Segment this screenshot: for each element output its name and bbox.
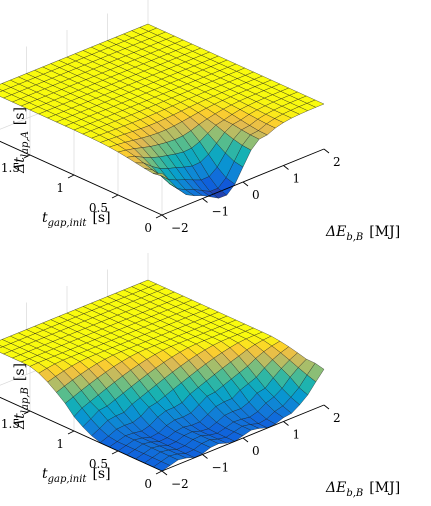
y-tick-mark xyxy=(155,214,163,219)
y-tick-mark xyxy=(111,194,119,199)
x-tick-label: 1 xyxy=(293,172,301,186)
x-tick-label: 0 xyxy=(252,444,260,458)
plot-a-x-label-unit: [MJ] xyxy=(369,224,400,240)
plot-a-z-label-sub: lap,A xyxy=(20,131,31,157)
plot-b-surface xyxy=(0,279,325,472)
plot-a-z-label-unit: [s] xyxy=(12,107,28,125)
y-tick-label: 1 xyxy=(56,181,64,195)
y-tick-mark xyxy=(111,450,119,455)
x-tick-mark xyxy=(323,148,330,154)
y-tick-mark xyxy=(67,430,75,435)
plot-b-z-label-main: Δt xyxy=(12,413,28,430)
y-tick-label: 0 xyxy=(144,477,152,491)
x-tick-label: −2 xyxy=(171,221,189,235)
x-tick-mark xyxy=(323,404,330,410)
plot-b-x-label-unit: [MJ] xyxy=(369,480,400,496)
y-tick-mark xyxy=(23,410,31,415)
plot-b-y-label-main: t xyxy=(42,466,48,482)
plot-b-y-label-unit: [s] xyxy=(92,466,110,482)
y-tick-label: 1.5 xyxy=(1,417,20,431)
surface-facet xyxy=(306,99,325,108)
x-tick-label: 2 xyxy=(333,411,341,425)
svg-text:Δtlap,B[s]: Δtlap,B [s] xyxy=(12,363,31,430)
plot-a-y-axis-label: tgap,init [s] xyxy=(42,210,111,229)
y-tick-label: 0.5 xyxy=(89,201,108,215)
y-tick-label: 0 xyxy=(144,221,152,235)
surface-facet xyxy=(306,363,325,382)
x-tick-mark xyxy=(161,470,168,476)
plot-a-y-label-sub: gap,init xyxy=(48,218,88,229)
x-tick-label: −1 xyxy=(212,461,230,475)
plot-a-y-label-unit: [s] xyxy=(92,210,110,226)
plot-a-x-label-main: ΔE xyxy=(325,224,346,240)
plot-a-z-label-main: Δt xyxy=(12,157,28,174)
x-tick-label: 2 xyxy=(333,155,341,169)
x-tick-mark xyxy=(161,214,168,220)
x-tick-label: 0 xyxy=(252,188,260,202)
plot-b-y-label-sub: gap,init xyxy=(48,474,88,485)
x-tick-mark xyxy=(202,454,208,459)
plot-b-x-label-main: ΔE xyxy=(325,480,346,496)
plot-b-z-label-sub: lap,B xyxy=(20,387,31,413)
plot-a-x-axis-label: ΔEb,B [MJ] xyxy=(325,224,400,243)
y-tick-label: 0.5 xyxy=(89,457,108,471)
y-tick-mark xyxy=(23,154,31,159)
x-tick-label: −2 xyxy=(171,477,189,491)
plot-a-x-label-sub: b,B xyxy=(346,232,363,243)
x-tick-mark xyxy=(202,198,208,203)
plot-a-surface xyxy=(0,23,325,199)
x-tick-mark xyxy=(242,437,249,443)
plot-b-x-axis-label: ΔEb,B [MJ] xyxy=(325,480,400,499)
x-tick-mark xyxy=(283,421,289,426)
plot-b-z-label-unit: [s] xyxy=(12,363,28,381)
plot-a-z-axis-label: Δtlap,A [s] xyxy=(12,107,31,174)
plot-b-x-label-sub: b,B xyxy=(346,488,363,499)
plot-b-z-axis-label: Δtlap,B [s] xyxy=(12,363,31,430)
y-tick-mark xyxy=(155,470,163,475)
svg-text:Δtlap,A[s]: Δtlap,A [s] xyxy=(12,107,31,174)
y-tick-mark xyxy=(67,174,75,179)
y-tick-label: 1 xyxy=(56,437,64,451)
y-tick-label: 1.5 xyxy=(1,161,20,175)
x-tick-mark xyxy=(283,165,289,170)
x-tick-label: 1 xyxy=(293,428,301,442)
plot-a-y-label-main: t xyxy=(42,210,48,226)
x-tick-label: −1 xyxy=(212,205,230,219)
plot-b-y-axis-label: tgap,init [s] xyxy=(42,466,111,485)
x-tick-mark xyxy=(242,181,249,187)
